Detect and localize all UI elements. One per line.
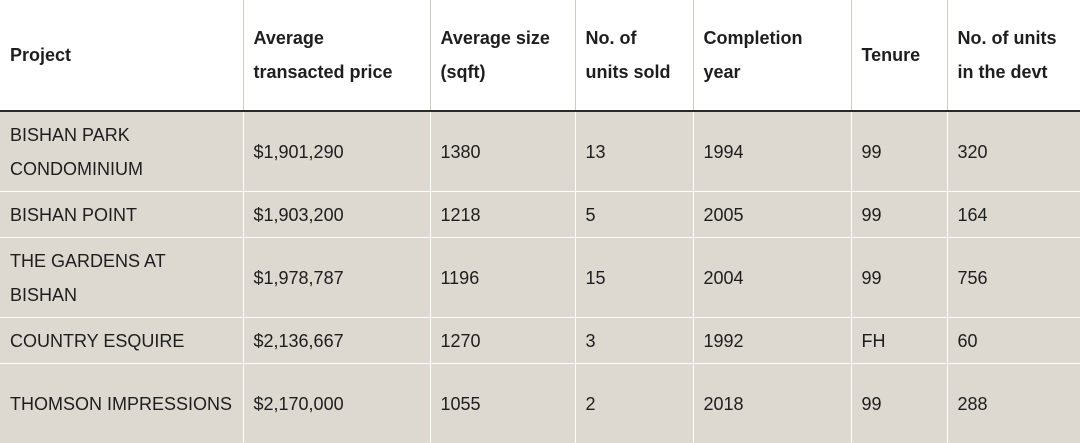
cell-size: 1270 [430,318,575,364]
cell-tenure: FH [851,318,947,364]
cell-size: 1196 [430,238,575,318]
cell-completion-year: 2005 [693,192,851,238]
header-average-size: Average size (sqft) [430,0,575,111]
header-completion-year: Completion year [693,0,851,111]
header-row: Project Average transacted price Average… [0,0,1080,111]
cell-units-in-devt: 756 [947,238,1080,318]
cell-completion-year: 2018 [693,364,851,443]
cell-size: 1380 [430,111,575,192]
header-project: Project [0,0,243,111]
table-row: THE GARDENS AT BISHAN $1,978,787 1196 15… [0,238,1080,318]
cell-tenure: 99 [851,238,947,318]
cell-project: BISHAN PARK CONDOMINIUM [0,111,243,192]
cell-tenure: 99 [851,192,947,238]
table-body: BISHAN PARK CONDOMINIUM $1,901,290 1380 … [0,111,1080,443]
cell-units-sold: 5 [575,192,693,238]
cell-price: $2,136,667 [243,318,430,364]
cell-units-in-devt: 60 [947,318,1080,364]
cell-size: 1055 [430,364,575,443]
table-header: Project Average transacted price Average… [0,0,1080,111]
cell-completion-year: 1992 [693,318,851,364]
cell-price: $1,901,290 [243,111,430,192]
table-row: BISHAN PARK CONDOMINIUM $1,901,290 1380 … [0,111,1080,192]
cell-units-sold: 3 [575,318,693,364]
cell-units-in-devt: 320 [947,111,1080,192]
header-tenure: Tenure [851,0,947,111]
table-row: THOMSON IMPRESSIONS $2,170,000 1055 2 20… [0,364,1080,443]
cell-completion-year: 2004 [693,238,851,318]
cell-units-sold: 2 [575,364,693,443]
table-row: BISHAN POINT $1,903,200 1218 5 2005 99 1… [0,192,1080,238]
cell-project: COUNTRY ESQUIRE [0,318,243,364]
header-units-in-devt: No. of units in the devt [947,0,1080,111]
cell-price: $1,978,787 [243,238,430,318]
cell-completion-year: 1994 [693,111,851,192]
cell-project: BISHAN POINT [0,192,243,238]
cell-tenure: 99 [851,364,947,443]
header-average-price: Average transacted price [243,0,430,111]
cell-price: $1,903,200 [243,192,430,238]
cell-size: 1218 [430,192,575,238]
cell-units-sold: 15 [575,238,693,318]
header-units-sold: No. of units sold [575,0,693,111]
cell-units-in-devt: 288 [947,364,1080,443]
cell-project: THE GARDENS AT BISHAN [0,238,243,318]
cell-units-sold: 13 [575,111,693,192]
cell-project: THOMSON IMPRESSIONS [0,364,243,443]
cell-price: $2,170,000 [243,364,430,443]
cell-units-in-devt: 164 [947,192,1080,238]
table-row: COUNTRY ESQUIRE $2,136,667 1270 3 1992 F… [0,318,1080,364]
cell-tenure: 99 [851,111,947,192]
